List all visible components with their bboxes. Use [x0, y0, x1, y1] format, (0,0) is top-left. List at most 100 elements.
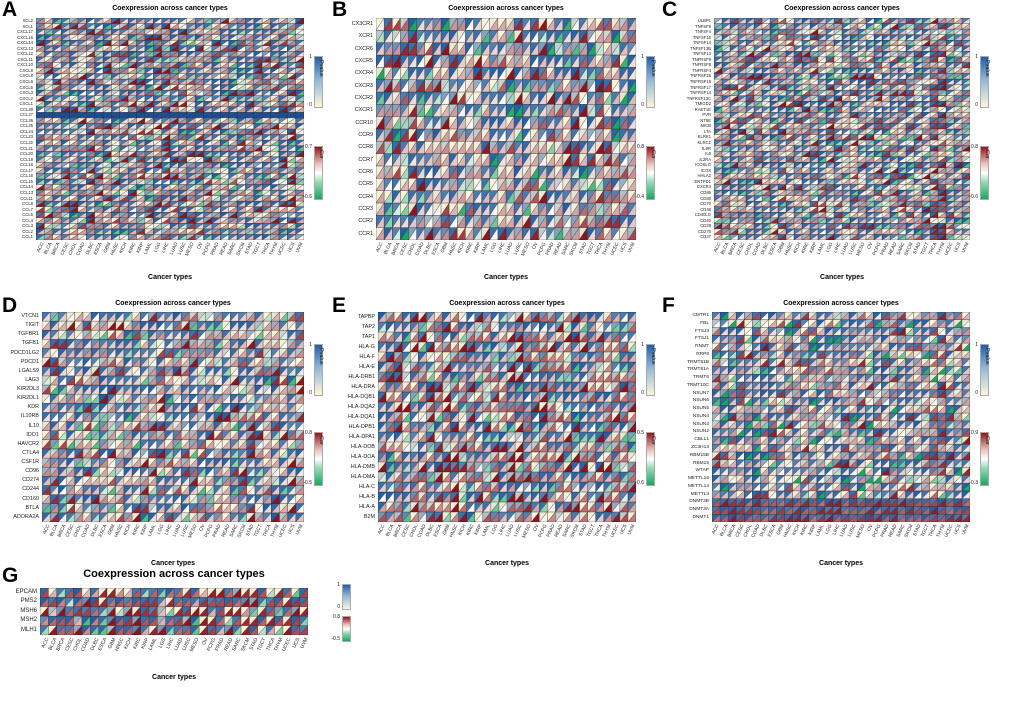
gene-label: CCL25 [19, 123, 33, 129]
gene-label: NSUN6 [692, 398, 709, 404]
gene-label: CCL14 [19, 184, 33, 190]
gene-label: CCL16 [19, 173, 33, 179]
gene-label: LAG3 [25, 376, 39, 383]
gene-label: CXCL10 [17, 62, 33, 68]
gene-label: ENTPD1 [694, 178, 711, 184]
gene-label: TAP2 [361, 324, 375, 330]
gene-label: CSF1R [21, 459, 39, 465]
gene-label: KLRK1 [697, 134, 711, 140]
pvalue-colorbar [314, 344, 323, 396]
legend-tick: 1 [975, 54, 978, 60]
pvalue-legend-title: Pvalue [650, 60, 656, 77]
legend-tick: 0 [975, 102, 978, 108]
pvalue-legend-title: Pvalue [318, 348, 324, 365]
gene-label: NSUN7 [692, 390, 709, 396]
gene-label: CXCL9 [19, 67, 34, 73]
gene-label: CCL4 [22, 217, 33, 223]
cor-colorbar [980, 146, 989, 200]
legend-tick: -0.3 [969, 480, 978, 486]
legend-tick: 0.5 [637, 430, 644, 436]
heatmap-grid-A [36, 18, 304, 240]
gene-label: CXCL5 [19, 84, 34, 90]
gene-label: TAP1 [361, 334, 375, 340]
gene-label: TNFRSF18 [689, 79, 711, 85]
gene-label: CD160 [22, 495, 39, 502]
gene-axis-labels: TAPBP TAP2 TAP1 HLA-G HLA-F HLA-E HLA-DRB1 HLA-… [332, 312, 375, 522]
gene-label: CCL27 [19, 112, 33, 118]
gene-label: CD40 [700, 217, 711, 223]
gene-label: CXCL3 [19, 90, 34, 96]
gene-label: HLA-DRB1 [348, 374, 375, 380]
gene-label: EPCAM [15, 589, 37, 595]
gene-label: FBL [700, 320, 709, 326]
gene-label: CXCR3 [354, 82, 373, 89]
cor-colorbar [646, 432, 655, 486]
gene-label: CCL8 [22, 201, 33, 207]
panel-G: G Coexpression across cancer types EPCAM PM… [2, 565, 358, 706]
gene-label: TRMT61A [687, 367, 709, 373]
cor-colorbar [314, 432, 323, 486]
gene-label: CCR8 [358, 144, 373, 151]
panel-letter-A: A [2, 0, 18, 21]
gene-label: NSUN3 [692, 421, 709, 427]
gene-label: HLA-DPA1 [349, 434, 375, 440]
gene-label: TNFSF15 [692, 34, 711, 40]
gene-label: CTLA4 [22, 449, 39, 456]
gene-label: LTA [703, 128, 711, 134]
legend-tick: -0.4 [635, 194, 644, 200]
pvalue-colorbar [342, 584, 351, 610]
gene-label: TGFBR1 [17, 331, 39, 338]
panel-letter-B: B [332, 0, 348, 21]
legend-tick: 0.9 [971, 430, 978, 436]
gene-label: TNFRSF14 [689, 90, 711, 96]
gene-label: CXCL2 [19, 95, 34, 101]
gene-label: ULBP1 [697, 18, 711, 23]
panel-A: A Coexpression across cancer types XCL2 XCL… [2, 0, 358, 295]
gene-label: CCL28 [19, 106, 33, 112]
gene-label: CCL18 [19, 162, 33, 168]
gene-label: CCL5 [22, 212, 33, 218]
gene-label: IL10RB [21, 413, 39, 420]
gene-label: ICOSLG [695, 162, 711, 168]
gene-label: CCR7 [358, 156, 373, 163]
gene-label: HLA-DQA1 [348, 414, 375, 420]
gene-label: HLA-DMB [350, 464, 375, 470]
gene-label: KIR2DL3 [17, 386, 39, 392]
gene-label: CCR5 [358, 181, 373, 188]
gene-label: NSUN2 [692, 429, 709, 435]
gene-label: RAET1E [694, 106, 711, 112]
gene-label: CXCR2 [354, 94, 373, 101]
gene-label: PMS2 [20, 598, 37, 605]
gene-label: HLA-DRA [351, 384, 375, 390]
gene-label: CCL22 [19, 140, 33, 146]
gene-label: ADORA2A [13, 513, 39, 520]
gene-label: CBLL1 [694, 437, 709, 443]
gene-label: CD27 [700, 234, 711, 240]
gene-label: HLA-A [359, 504, 375, 510]
legend-tick: 0.8 [333, 614, 340, 620]
gene-label: CCR4 [358, 193, 373, 200]
legend-tick: -0.6 [969, 194, 978, 200]
panel-title: Coexpression across cancer types [83, 568, 265, 580]
gene-label: TRMT61B [687, 359, 709, 365]
pvalue-legend-title: Pvalue [984, 60, 990, 77]
x-axis-label: Cancer types [152, 674, 196, 681]
gene-label: CXCL14 [17, 40, 33, 46]
panel-letter-C: C [662, 0, 678, 21]
pvalue-legend-title: Pvalue [650, 348, 656, 365]
panel-letter-E: E [332, 294, 347, 317]
gene-label: HLA-DMA [350, 474, 375, 480]
gene-label: CCL17 [19, 167, 33, 173]
gene-label: TNFRSF13C [686, 95, 711, 101]
pvalue-legend-title: Pvalue [318, 60, 324, 77]
legend-tick: 0 [641, 390, 644, 396]
legend-tick: 0 [309, 390, 312, 396]
heatmap-grid-C [714, 18, 970, 240]
legend-tick: 1 [641, 342, 644, 348]
gene-label: CCR2 [358, 218, 373, 225]
gene-label: VTCN1 [21, 313, 39, 319]
pvalue-colorbar [646, 344, 655, 396]
gene-label: BTLA [25, 504, 39, 511]
gene-label: HLA-E [359, 364, 375, 370]
gene-label: CX3CR1 [351, 21, 373, 27]
